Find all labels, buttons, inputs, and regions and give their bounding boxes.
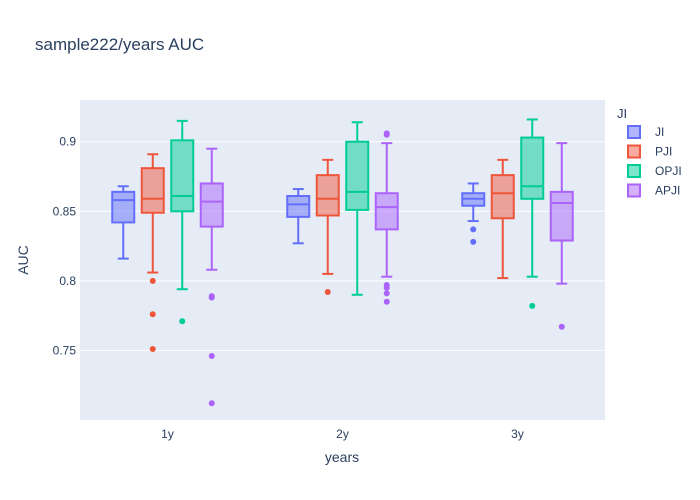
outlier-point — [383, 298, 390, 305]
legend-item-JI[interactable]: JI — [627, 125, 664, 139]
x-tick-label: 3y — [511, 427, 524, 441]
outlier-point — [383, 284, 390, 291]
legend-item-OPJI[interactable]: OPJI — [627, 164, 682, 178]
box-PJI-3y — [490, 158, 515, 280]
y-tick-label: 0.85 — [53, 204, 77, 218]
legend-label: APJI — [655, 184, 680, 198]
box-JI-1y — [111, 185, 136, 260]
box-body — [199, 182, 224, 228]
box-body — [170, 139, 195, 213]
legend-label: PJI — [655, 145, 672, 159]
legend-swatch — [627, 125, 641, 139]
y-tick-label: 0.75 — [53, 343, 77, 357]
legend-swatch — [627, 164, 641, 178]
box-body — [315, 174, 340, 217]
outlier-point — [470, 238, 477, 245]
box-APJI-3y — [549, 142, 574, 330]
outlier-point — [208, 294, 215, 301]
box-JI-3y — [461, 182, 486, 245]
box-OPJI-3y — [520, 118, 545, 309]
box-body — [374, 192, 399, 231]
box-OPJI-1y — [170, 119, 195, 325]
grid-lines — [80, 141, 605, 351]
box-APJI-1y — [199, 147, 224, 407]
legend-swatch — [627, 183, 641, 198]
outlier-point — [470, 226, 477, 233]
outlier-point — [179, 318, 186, 325]
box-OPJI-2y — [345, 121, 370, 296]
outlier-point — [558, 323, 565, 330]
y-tick-labels: 0.75 0.8 0.85 0.9 — [53, 135, 77, 358]
y-axis-title: AUC — [15, 245, 31, 275]
outlier-point — [529, 302, 536, 309]
legend-label: JI — [655, 125, 664, 139]
outlier-point — [383, 290, 390, 297]
legend[interactable]: JI JI PJI OPJI APJI — [617, 106, 682, 198]
box-APJI-2y — [374, 130, 399, 305]
plot-area — [80, 100, 605, 420]
outlier-point — [149, 277, 156, 284]
legend-swatch — [627, 144, 641, 159]
x-axis-title: years — [325, 449, 359, 465]
boxes-layer — [111, 118, 574, 407]
outlier-point — [208, 353, 215, 359]
y-tick-label: 0.8 — [59, 274, 76, 288]
outlier-point — [208, 400, 215, 407]
outlier-point — [149, 311, 156, 318]
legend-item-APJI[interactable]: APJI — [627, 183, 680, 198]
x-tick-label: 1y — [161, 427, 174, 441]
box-body — [520, 136, 545, 200]
outlier-point — [383, 131, 390, 138]
y-tick-label: 0.9 — [59, 135, 76, 149]
legend-title: JI — [617, 106, 627, 121]
legend-label: OPJI — [655, 164, 682, 178]
box-body — [490, 174, 515, 220]
x-tick-label: 2y — [336, 427, 349, 441]
x-tick-labels: 1y 2y 3y — [161, 427, 524, 441]
outlier-point — [149, 346, 156, 353]
box-body — [111, 190, 136, 224]
box-PJI-2y — [315, 158, 340, 295]
box-body — [286, 195, 311, 218]
box-body — [345, 140, 370, 211]
box-PJI-1y — [140, 153, 165, 353]
legend-item-PJI[interactable]: PJI — [627, 144, 672, 159]
outlier-point — [324, 289, 331, 295]
box-JI-2y — [286, 188, 311, 245]
box-body — [549, 190, 574, 242]
box-body — [140, 167, 165, 214]
chart-title: sample222/years AUC — [35, 35, 204, 54]
